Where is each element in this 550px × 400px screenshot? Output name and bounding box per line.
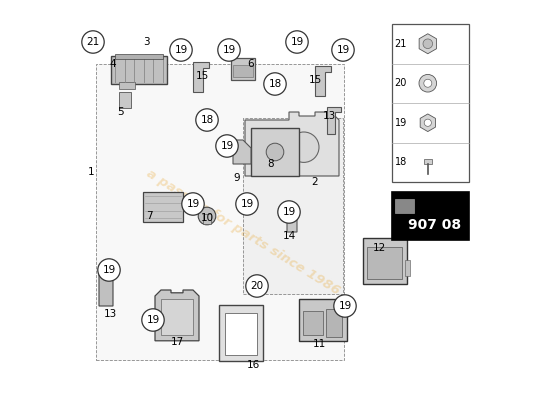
Text: 21: 21: [394, 39, 407, 49]
Circle shape: [218, 39, 240, 61]
Circle shape: [216, 135, 238, 157]
Text: 19: 19: [282, 207, 296, 217]
Circle shape: [423, 39, 433, 48]
Circle shape: [278, 201, 300, 223]
Polygon shape: [245, 112, 339, 176]
Text: 12: 12: [372, 243, 386, 253]
Text: 19: 19: [102, 265, 116, 275]
Bar: [395, 199, 414, 213]
Text: 13: 13: [103, 309, 117, 319]
Bar: [303, 311, 323, 335]
Polygon shape: [420, 114, 436, 132]
Circle shape: [236, 193, 258, 215]
Circle shape: [182, 193, 204, 215]
Text: 19: 19: [394, 118, 407, 128]
Circle shape: [332, 39, 354, 61]
Polygon shape: [233, 140, 251, 164]
Bar: [326, 309, 342, 337]
Circle shape: [424, 119, 431, 126]
Polygon shape: [315, 66, 331, 96]
Text: 7: 7: [146, 211, 152, 221]
Bar: [119, 82, 135, 89]
Text: 19: 19: [186, 199, 200, 209]
Text: 3: 3: [143, 37, 150, 47]
Circle shape: [419, 74, 437, 92]
Polygon shape: [419, 34, 437, 54]
Text: 8: 8: [268, 159, 274, 169]
Bar: [363, 238, 407, 284]
Bar: [367, 247, 402, 279]
Text: 20: 20: [394, 78, 407, 88]
Polygon shape: [327, 107, 341, 134]
Circle shape: [266, 143, 284, 161]
Bar: [115, 54, 163, 59]
Polygon shape: [287, 208, 297, 232]
Text: 19: 19: [221, 141, 234, 151]
Text: 19: 19: [290, 37, 304, 47]
Text: 907 08: 907 08: [408, 218, 461, 232]
Circle shape: [286, 31, 308, 53]
Polygon shape: [155, 290, 199, 341]
Bar: [251, 128, 299, 176]
Bar: [224, 313, 257, 355]
Text: 9: 9: [234, 173, 240, 183]
Text: 19: 19: [174, 45, 188, 55]
Text: 18: 18: [394, 157, 407, 167]
Bar: [405, 260, 410, 276]
Bar: [424, 160, 432, 164]
Bar: [111, 56, 167, 84]
Circle shape: [334, 295, 356, 317]
Circle shape: [289, 132, 319, 162]
Text: 21: 21: [86, 37, 100, 47]
Bar: [203, 214, 211, 224]
Circle shape: [98, 259, 120, 281]
Text: 4: 4: [109, 59, 116, 69]
Text: 15: 15: [196, 71, 209, 81]
Bar: [96, 64, 344, 360]
Bar: [231, 58, 255, 80]
Text: 18: 18: [268, 79, 282, 89]
Text: 1: 1: [87, 167, 94, 177]
Circle shape: [198, 207, 216, 225]
Bar: [299, 299, 347, 341]
Bar: [219, 305, 263, 361]
Polygon shape: [99, 269, 113, 306]
Text: 16: 16: [246, 360, 260, 370]
Text: 19: 19: [240, 199, 254, 209]
Circle shape: [196, 109, 218, 131]
Text: 17: 17: [170, 337, 184, 347]
Bar: [392, 192, 469, 240]
Text: 19: 19: [338, 301, 351, 311]
Circle shape: [246, 275, 268, 297]
Text: 20: 20: [250, 281, 263, 291]
Bar: [243, 118, 343, 294]
Circle shape: [264, 73, 286, 95]
Circle shape: [424, 79, 432, 87]
Polygon shape: [193, 62, 209, 92]
Text: 6: 6: [248, 59, 254, 69]
Text: 18: 18: [200, 115, 213, 125]
Text: 19: 19: [337, 45, 350, 55]
Text: a passion for parts since 1986: a passion for parts since 1986: [144, 167, 342, 297]
Text: 14: 14: [282, 231, 296, 241]
Text: 10: 10: [200, 213, 213, 223]
Text: 11: 11: [312, 339, 326, 349]
Circle shape: [142, 309, 164, 331]
Bar: [119, 92, 131, 108]
Text: 5: 5: [118, 107, 124, 117]
Bar: [143, 192, 183, 222]
Text: 19: 19: [222, 45, 235, 55]
Bar: [233, 65, 253, 77]
Bar: [392, 24, 469, 182]
Text: 15: 15: [309, 75, 322, 85]
Text: 2: 2: [312, 177, 318, 187]
Text: 13: 13: [322, 111, 335, 121]
Text: 19: 19: [146, 315, 160, 325]
Circle shape: [82, 31, 104, 53]
Circle shape: [170, 39, 192, 61]
Bar: [161, 299, 193, 335]
